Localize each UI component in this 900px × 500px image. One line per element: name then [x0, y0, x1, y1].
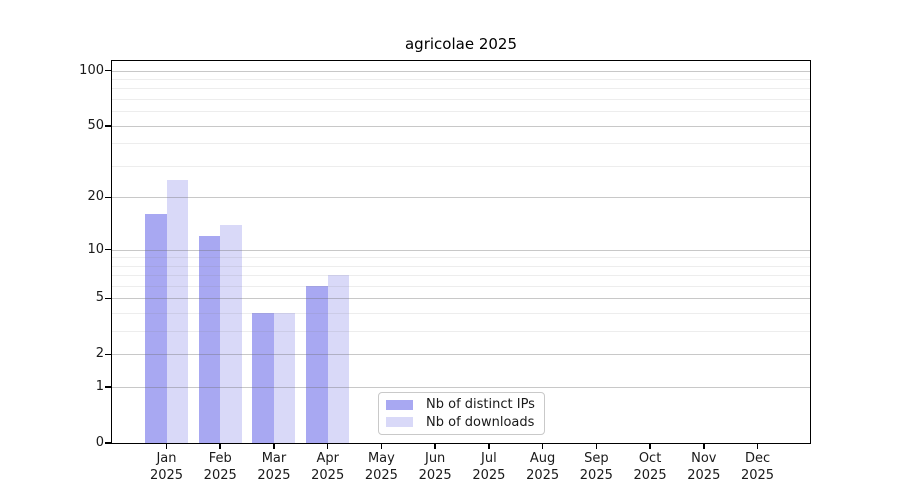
gridline-major: [112, 354, 810, 356]
gridline-minor: [112, 286, 810, 288]
x-tick-label-dec: Dec 2025: [740, 451, 775, 483]
y-tick-mark: [104, 297, 112, 300]
legend-swatch-distinct-ips: [386, 400, 413, 410]
gridline-major: [112, 70, 810, 72]
gridline-minor: [112, 331, 810, 333]
x-tick-label-jul: Jul 2025: [472, 451, 506, 483]
x-tick-mark: [326, 443, 329, 449]
y-tick-label: 100: [79, 62, 104, 78]
y-tick-label: 20: [87, 189, 104, 205]
bar-downloads-mar: [273, 313, 296, 443]
y-tick-label: 0: [95, 435, 104, 450]
x-tick-label-may: May 2025: [364, 451, 398, 483]
x-tick-mark: [434, 443, 436, 449]
gridline-minor: [112, 111, 810, 113]
gridline-minor: [112, 99, 810, 101]
gridline-major: [112, 387, 810, 389]
bar-ips-mar: [252, 313, 274, 443]
gridline-minor: [112, 165, 810, 167]
gridline-major: [112, 298, 810, 300]
y-tick-label: 2: [95, 346, 104, 362]
y-tick-mark: [104, 353, 112, 356]
gridline-major: [112, 197, 810, 199]
bar-downloads-apr: [327, 275, 350, 443]
x-tick-mark: [541, 443, 544, 449]
legend-label-downloads: Nb of downloads: [426, 414, 535, 430]
x-tick-label-jan: Jan 2025: [149, 451, 184, 483]
x-tick-mark: [165, 443, 168, 449]
x-tick-mark: [649, 443, 651, 449]
bar-ips-apr: [306, 286, 328, 443]
gridline-minor: [112, 143, 810, 145]
gridline-major: [112, 125, 810, 127]
gridline-minor: [112, 88, 810, 90]
y-tick-label: 50: [87, 117, 104, 133]
x-tick-mark: [595, 443, 598, 449]
legend: Nb of distinct IPs Nb of downloads: [378, 392, 545, 435]
x-tick-label-sep: Sep 2025: [579, 451, 613, 483]
gridline-minor: [112, 257, 810, 259]
x-tick-mark: [219, 443, 221, 449]
y-tick-mark: [104, 196, 112, 199]
y-tick-label: 5: [95, 290, 104, 306]
y-tick-mark: [104, 248, 112, 251]
bar-downloads-feb: [220, 224, 242, 443]
chart-title: agricolae 2025: [404, 35, 517, 53]
x-tick-label-jun: Jun 2025: [418, 451, 452, 483]
y-tick-mark: [104, 125, 112, 127]
x-tick-mark: [273, 443, 275, 449]
y-tick-mark: [104, 442, 112, 444]
gridline-minor: [112, 313, 810, 315]
bar-ips-feb: [198, 236, 221, 443]
plot-area: [111, 60, 811, 444]
x-tick-mark: [488, 443, 490, 449]
legend-entry-downloads: Nb of downloads: [386, 415, 537, 430]
gridline-minor: [112, 265, 810, 267]
gridline-major: [112, 249, 810, 251]
x-tick-label-nov: Nov 2025: [687, 451, 721, 483]
x-tick-label-mar: Mar 2025: [257, 451, 291, 483]
y-tick-label: 10: [87, 241, 104, 257]
gridline-minor: [112, 275, 810, 277]
bar-ips-jan: [145, 214, 167, 443]
bar-downloads-jan: [166, 180, 188, 443]
y-tick-mark: [104, 69, 112, 72]
x-tick-label-aug: Aug 2025: [526, 451, 560, 483]
x-tick-mark: [380, 443, 383, 449]
y-tick-label: 1: [95, 379, 104, 395]
y-tick-mark: [104, 386, 112, 388]
legend-swatch-downloads: [386, 417, 413, 427]
x-tick-label-apr: Apr 2025: [311, 451, 345, 483]
legend-entry-distinct-ips: Nb of distinct IPs: [386, 397, 537, 412]
x-tick-mark: [703, 443, 705, 449]
x-tick-label-feb: Feb 2025: [203, 451, 237, 483]
x-tick-label-oct: Oct 2025: [633, 451, 667, 483]
x-tick-mark: [756, 443, 759, 449]
gridline-minor: [112, 79, 810, 81]
legend-label-distinct-ips: Nb of distinct IPs: [426, 397, 535, 413]
